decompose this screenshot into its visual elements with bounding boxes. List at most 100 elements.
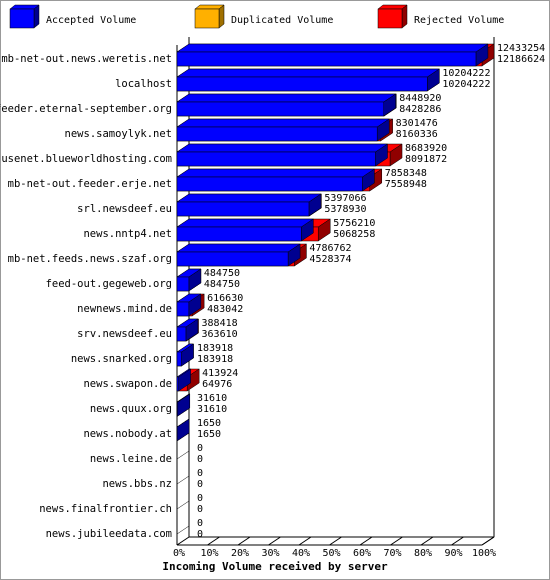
server-label: news.leine.de — [90, 453, 172, 465]
accepted-bar — [176, 193, 322, 217]
server-label: mb-net.feeds.news.szaf.org — [8, 253, 172, 265]
server-label: news.jubileedata.com — [46, 528, 172, 540]
accepted-bar-face — [176, 251, 289, 267]
accepted-bar-face — [176, 226, 302, 242]
chart-title: Incoming Volume received by server — [162, 560, 388, 573]
accepted-label: 4528374 — [309, 254, 351, 265]
total-label: 10204222 — [442, 68, 490, 79]
legend-swatch — [33, 4, 40, 29]
total-label: 12433254 — [497, 43, 545, 54]
accepted-bar-face — [176, 76, 428, 92]
accepted-bar-face — [176, 118, 391, 128]
x-tick — [176, 536, 190, 546]
legend-label: Duplicated Volume — [231, 15, 333, 26]
accepted-label: 8428286 — [399, 104, 441, 115]
x-tick-label: 50% — [322, 548, 340, 559]
accepted-bar-face — [176, 326, 187, 342]
accepted-bar-face — [176, 301, 190, 317]
accepted-bar — [176, 343, 195, 367]
x-tick — [237, 536, 251, 546]
server-label: news.finalfrontier.ch — [39, 503, 172, 515]
server-label: news.quux.org — [90, 403, 172, 415]
total-label: 0 — [197, 443, 203, 454]
x-tick — [390, 536, 403, 546]
accepted-label: 10204222 — [442, 79, 490, 90]
x-tick — [451, 536, 464, 546]
server-label: mb-net-out.feeder.erje.net — [8, 178, 172, 190]
accepted-bar-face — [176, 93, 397, 103]
total-label: 8683920 — [405, 143, 447, 154]
server-label: newnews.mind.de — [77, 303, 172, 315]
accepted-label: 12186624 — [497, 54, 545, 65]
x-tick-label: 0% — [173, 548, 185, 559]
accepted-bar-face — [176, 418, 190, 442]
x-tick-label: 10% — [200, 548, 218, 559]
accepted-bar-face — [176, 376, 179, 392]
x-tick-label: 30% — [261, 548, 279, 559]
accepted-bar — [176, 218, 315, 242]
x-tick — [359, 536, 373, 546]
accepted-bar-face — [176, 168, 376, 178]
accepted-label: 183918 — [197, 354, 233, 365]
accepted-bar-face — [176, 68, 441, 78]
total-label: 0 — [197, 468, 203, 479]
total-label: 0 — [197, 493, 203, 504]
accepted-bar — [176, 68, 441, 92]
x-tick-label: 100% — [472, 548, 496, 559]
accepted-label: 5068258 — [333, 229, 375, 240]
accepted-bar-face — [176, 43, 489, 53]
x-tick — [298, 536, 312, 546]
x-tick-label: 80% — [414, 548, 432, 559]
total-label: 183918 — [197, 343, 233, 354]
accepted-bar-face — [176, 218, 315, 228]
x-tick-label: 70% — [383, 548, 401, 559]
total-label: 1650 — [197, 418, 221, 429]
accepted-label: 8091872 — [405, 154, 447, 165]
accepted-label: 483042 — [207, 304, 243, 315]
server-label: news.bbs.nz — [102, 478, 172, 490]
y-tick — [176, 500, 190, 510]
server-label: news.snarked.org — [71, 353, 172, 365]
legend-swatch — [218, 4, 225, 29]
accepted-bar — [176, 93, 397, 117]
x-tick-label: 60% — [353, 548, 371, 559]
accepted-bar — [176, 293, 202, 317]
total-label: 616630 — [207, 293, 243, 304]
accepted-label: 7558948 — [385, 179, 427, 190]
accepted-bar — [176, 243, 301, 267]
total-label: 8448920 — [399, 93, 441, 104]
x-tick-label: 40% — [292, 548, 310, 559]
accepted-label: 31610 — [197, 404, 227, 415]
accepted-bar — [176, 393, 191, 417]
accepted-bar-face — [176, 126, 378, 142]
server-label: localhost — [115, 78, 172, 90]
accepted-label: 8160336 — [396, 129, 438, 140]
accepted-label: 0 — [197, 529, 203, 540]
total-label: 5397066 — [324, 193, 366, 204]
total-label: 484750 — [204, 268, 240, 279]
x-tick — [268, 536, 281, 546]
server-label: news.nobody.at — [83, 428, 172, 440]
accepted-bar — [176, 368, 192, 392]
x-tick — [329, 536, 342, 546]
accepted-bar — [176, 168, 376, 192]
x-tick — [420, 536, 434, 546]
legend-label: Rejected Volume — [414, 15, 504, 26]
accepted-bar — [176, 118, 391, 142]
x-tick-label: 90% — [444, 548, 462, 559]
accepted-label: 363610 — [202, 329, 238, 340]
legend-swatch — [194, 8, 220, 29]
y-tick — [176, 475, 190, 485]
accepted-label: 0 — [197, 454, 203, 465]
accepted-bar-face — [176, 243, 301, 253]
accepted-bar — [176, 268, 202, 292]
total-label: 8301476 — [396, 118, 438, 129]
total-label: 7858348 — [385, 168, 427, 179]
x-tick — [481, 536, 495, 546]
total-label: 4786762 — [309, 243, 351, 254]
y-tick — [176, 450, 190, 460]
accepted-bar-face — [176, 176, 363, 192]
legend-label: Accepted Volume — [46, 15, 136, 26]
server-label: news.swapon.de — [83, 378, 172, 390]
